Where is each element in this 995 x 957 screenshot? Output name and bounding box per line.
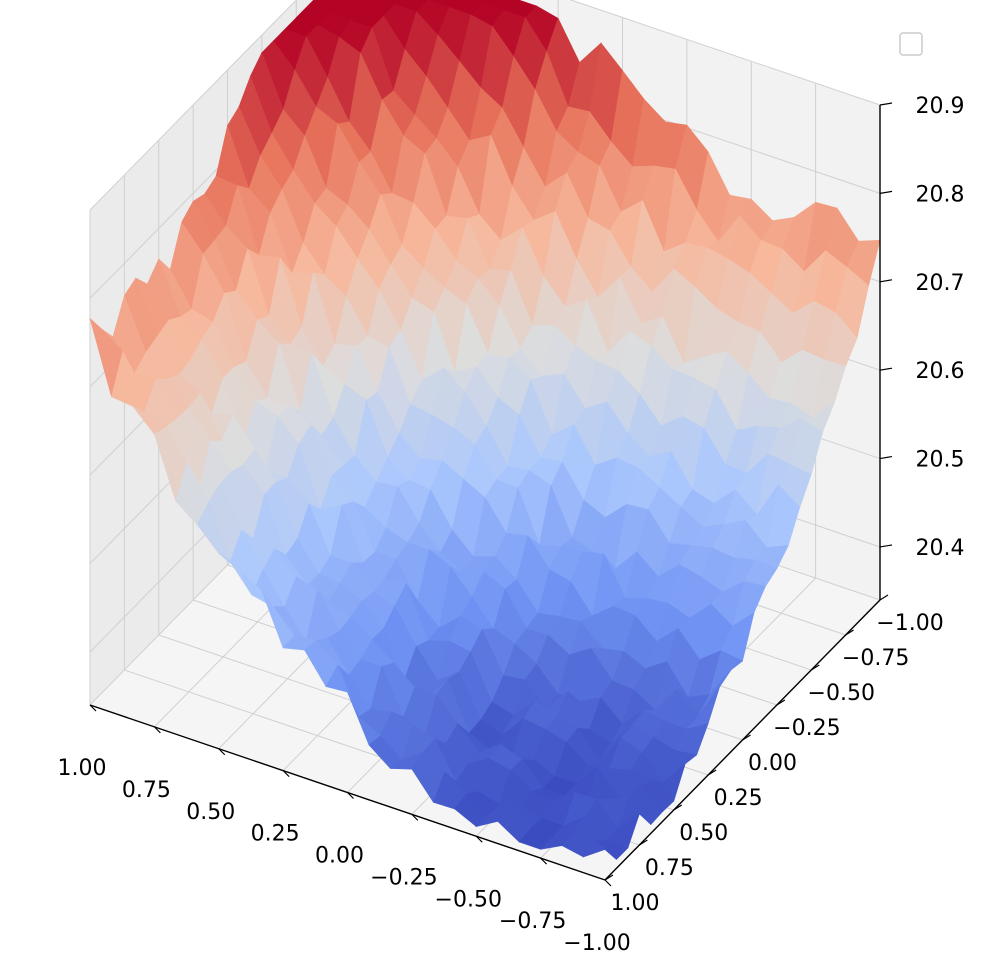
z-tick-label: 20.4: [916, 536, 965, 561]
x-tick-label: −1.00: [563, 931, 630, 956]
y-tick-mark: [879, 594, 889, 601]
z-tick-label: 20.5: [916, 448, 965, 473]
y-tick-mark: [673, 804, 683, 811]
z-tick-mark: [879, 367, 893, 371]
legend-box: [899, 32, 923, 56]
z-tick-label: 20.9: [916, 94, 965, 119]
z-tick-mark: [879, 102, 893, 106]
x-tick-mark: [347, 792, 354, 799]
x-tick-label: −0.25: [370, 865, 437, 890]
y-tick-mark: [639, 839, 648, 846]
y-tick-mark: [707, 769, 717, 776]
y-tick-mark: [604, 874, 614, 881]
z-tick-mark: [879, 455, 893, 460]
axis-lines: [89, 102, 893, 887]
z-tick-label: 20.6: [916, 359, 965, 384]
y-tick-label: 1.00: [611, 891, 660, 916]
x-tick-mark: [604, 879, 612, 887]
x-tick-mark: [475, 835, 483, 843]
y-tick-label: 0.00: [748, 751, 797, 776]
z-tick-mark: [879, 190, 893, 194]
y-tick-mark: [810, 664, 820, 671]
surface-mesh: [89, 0, 881, 860]
x-tick-label: −0.75: [499, 909, 566, 934]
grid-line: [569, 0, 881, 106]
x-tick-label: 0.25: [251, 822, 300, 847]
x-tick-mark: [411, 813, 419, 821]
y-tick-label: 0.50: [679, 821, 728, 846]
z-tick-mark: [879, 544, 893, 548]
x-tick-mark: [153, 726, 161, 734]
x-tick-mark: [540, 857, 548, 865]
tick-labels: 1.000.750.500.250.00−0.25−0.50−0.75−1.00…: [58, 94, 965, 956]
x-tick-label: 0.00: [315, 844, 364, 869]
x-tick-mark: [218, 748, 226, 756]
y-tick-label: 0.75: [645, 856, 694, 881]
x-tick-mark: [282, 770, 290, 778]
x-tick-label: 1.00: [58, 756, 107, 781]
z-tick-label: 20.8: [916, 182, 965, 207]
x-tick-label: 0.50: [186, 800, 235, 825]
y-tick-label: −1.00: [876, 611, 943, 636]
y-tick-mark: [742, 734, 751, 741]
z-tick-label: 20.7: [916, 271, 965, 296]
x-tick-label: 0.75: [122, 778, 171, 803]
x-tick-mark: [89, 704, 97, 712]
x-tick-label: −0.50: [435, 887, 502, 912]
surface-facet: [582, 840, 617, 860]
y-tick-label: −0.50: [808, 681, 875, 706]
y-tick-mark: [776, 699, 786, 706]
y-tick-mark: [845, 629, 854, 636]
y-tick-label: −0.75: [842, 646, 909, 671]
z-tick-mark: [879, 279, 893, 283]
grid-line: [89, 0, 297, 211]
y-tick-label: 0.25: [714, 786, 763, 811]
y-tick-label: −0.25: [773, 716, 840, 741]
